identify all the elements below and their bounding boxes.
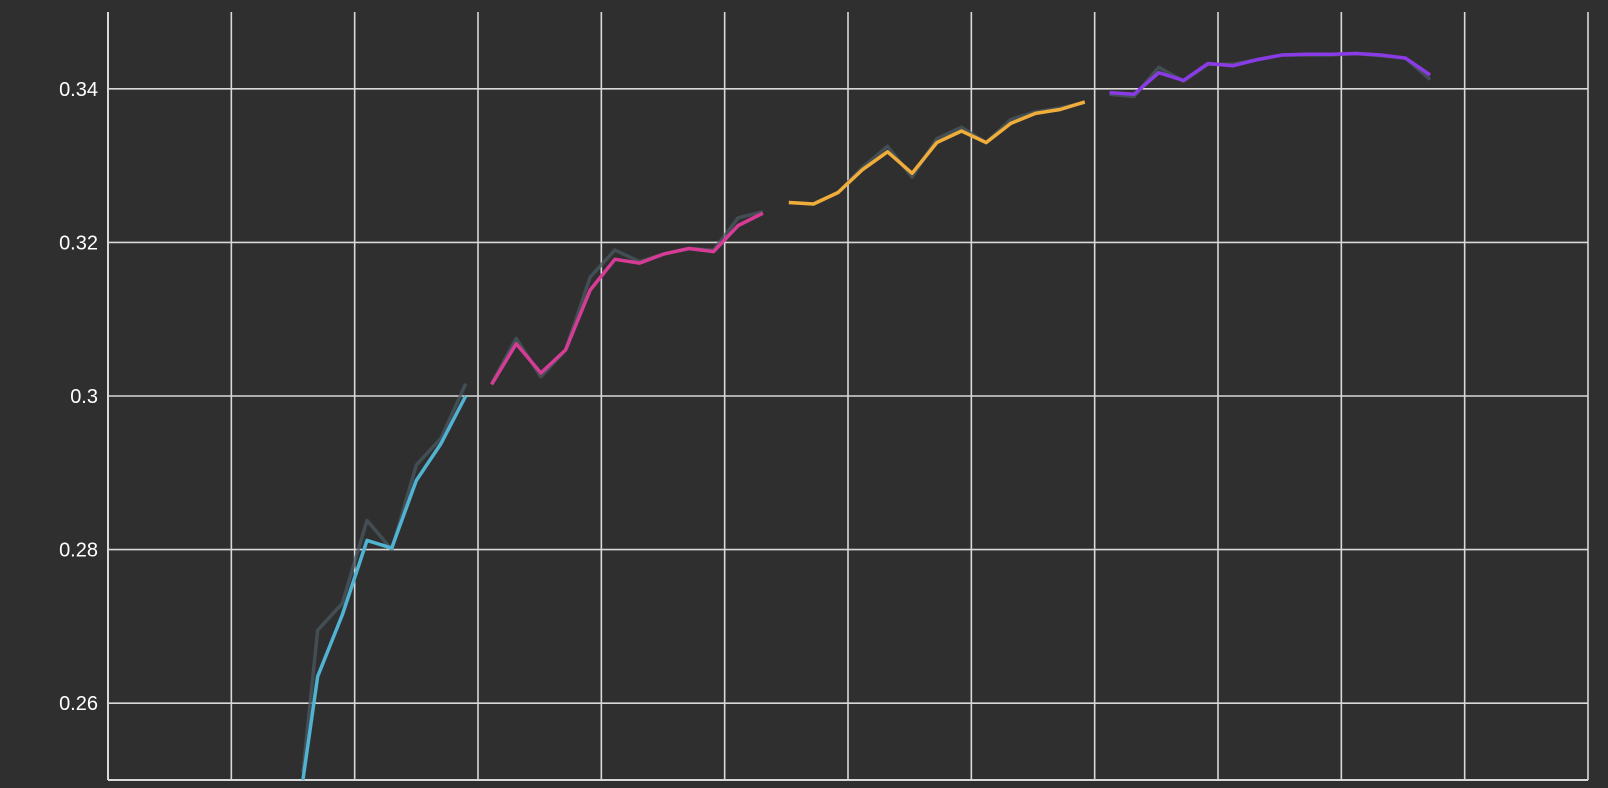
series-raw-line	[301, 382, 468, 773]
y-tick-label: 0.32	[59, 232, 98, 254]
series-line	[490, 211, 764, 386]
series-line	[788, 100, 1086, 206]
raw-series-lines	[301, 51, 1432, 773]
y-tick-label: 0.26	[59, 693, 98, 715]
y-axis-ticks: 0.26 0.28 0.3 0.32 0.34	[59, 79, 98, 715]
series-line	[301, 395, 468, 781]
series-line	[1109, 51, 1432, 96]
y-tick-label: 0.34	[59, 79, 98, 101]
series-raw-line	[490, 210, 764, 385]
y-tick-label: 0.28	[59, 540, 98, 562]
series-raw-line	[788, 100, 1086, 206]
smoothed-series-lines	[301, 51, 1432, 781]
grid	[107, 12, 1589, 781]
y-tick-label: 0.3	[70, 386, 98, 408]
